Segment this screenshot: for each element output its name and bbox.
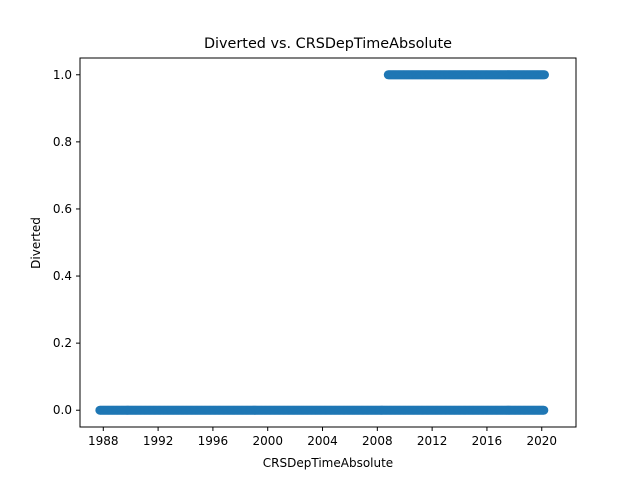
x-tick-label: 2004 xyxy=(307,434,338,448)
y-axis: 0.0 0.2 0.4 0.6 0.8 1.0 xyxy=(53,68,80,417)
data-point xyxy=(539,70,549,80)
x-tick-label: 1996 xyxy=(198,434,229,448)
x-tick-label: 2020 xyxy=(526,434,557,448)
y-tick-label: 0.2 xyxy=(53,336,72,350)
y-axis-label: Diverted xyxy=(29,217,43,269)
y-tick-label: 0.4 xyxy=(53,269,72,283)
points-layer xyxy=(95,70,549,415)
y-tick-label: 0.8 xyxy=(53,135,72,149)
x-axis: 1988 1992 1996 2000 2004 2008 2012 2016 2020 xyxy=(88,427,557,448)
x-tick-label: 2008 xyxy=(362,434,393,448)
x-tick-label: 2000 xyxy=(252,434,283,448)
x-tick-label: 1988 xyxy=(88,434,119,448)
x-tick-label: 1992 xyxy=(143,434,174,448)
data-point xyxy=(539,405,549,415)
x-axis-label: CRSDepTimeAbsolute xyxy=(263,456,393,470)
y-tick-label: 0.0 xyxy=(53,403,72,417)
plot-frame xyxy=(79,57,577,428)
y-tick-label: 0.6 xyxy=(53,202,72,216)
chart-title: Diverted vs. CRSDepTimeAbsolute xyxy=(204,36,452,52)
x-tick-label: 2012 xyxy=(417,434,448,448)
y-tick-label: 1.0 xyxy=(53,68,72,82)
x-tick-label: 2016 xyxy=(472,434,503,448)
